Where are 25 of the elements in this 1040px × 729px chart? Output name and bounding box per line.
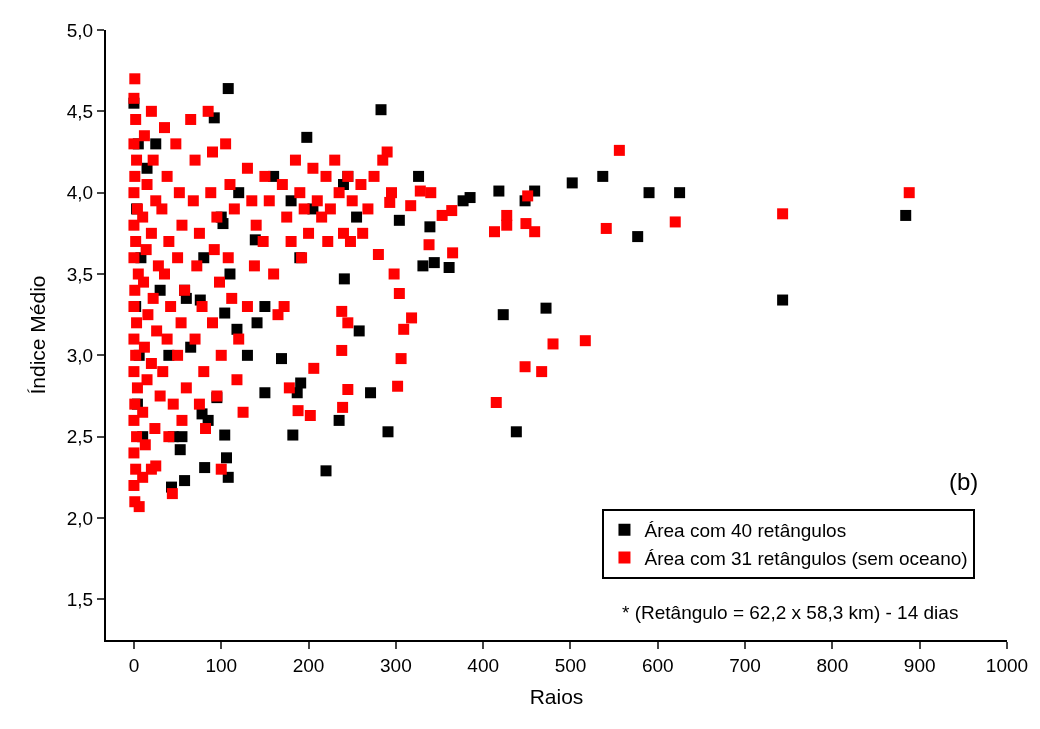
y-tick-label: 1,5 [66, 588, 94, 610]
x-tick-label: 900 [903, 654, 936, 676]
y-tick-label: 3,5 [66, 263, 94, 285]
y-tick-label: 3,0 [66, 344, 94, 366]
annotation: (b) [949, 468, 979, 495]
y-axis-title: Índice Médio [26, 275, 50, 395]
y-tick-label: 4,5 [66, 100, 94, 122]
y-tick-label: 2,5 [66, 426, 94, 448]
x-tick-label: 100 [205, 654, 238, 676]
x-tick-label: 300 [380, 654, 412, 676]
x-tick-label: 800 [816, 654, 849, 676]
x-tick-label: 500 [554, 654, 587, 676]
legend-label: Área com 31 retângulos (sem oceano) [644, 547, 968, 569]
y-tick-label: 2,0 [66, 507, 94, 529]
x-tick-label: 200 [292, 654, 325, 676]
y-tick-label: 4,0 [66, 182, 94, 204]
x-axis-title: Raios [529, 685, 584, 709]
x-tick-label: 700 [729, 654, 761, 676]
x-tick-label: 0 [128, 654, 140, 676]
annotation: * (Retângulo = 62,2 x 58,3 km) - 14 dias [622, 602, 959, 623]
legend-label: Área com 40 retângulos [644, 520, 847, 542]
x-tick-label: 1000 [985, 654, 1029, 676]
y-tick-label: 5,0 [66, 19, 94, 41]
x-tick-label: 400 [467, 654, 500, 676]
x-tick-label: 600 [641, 654, 674, 676]
